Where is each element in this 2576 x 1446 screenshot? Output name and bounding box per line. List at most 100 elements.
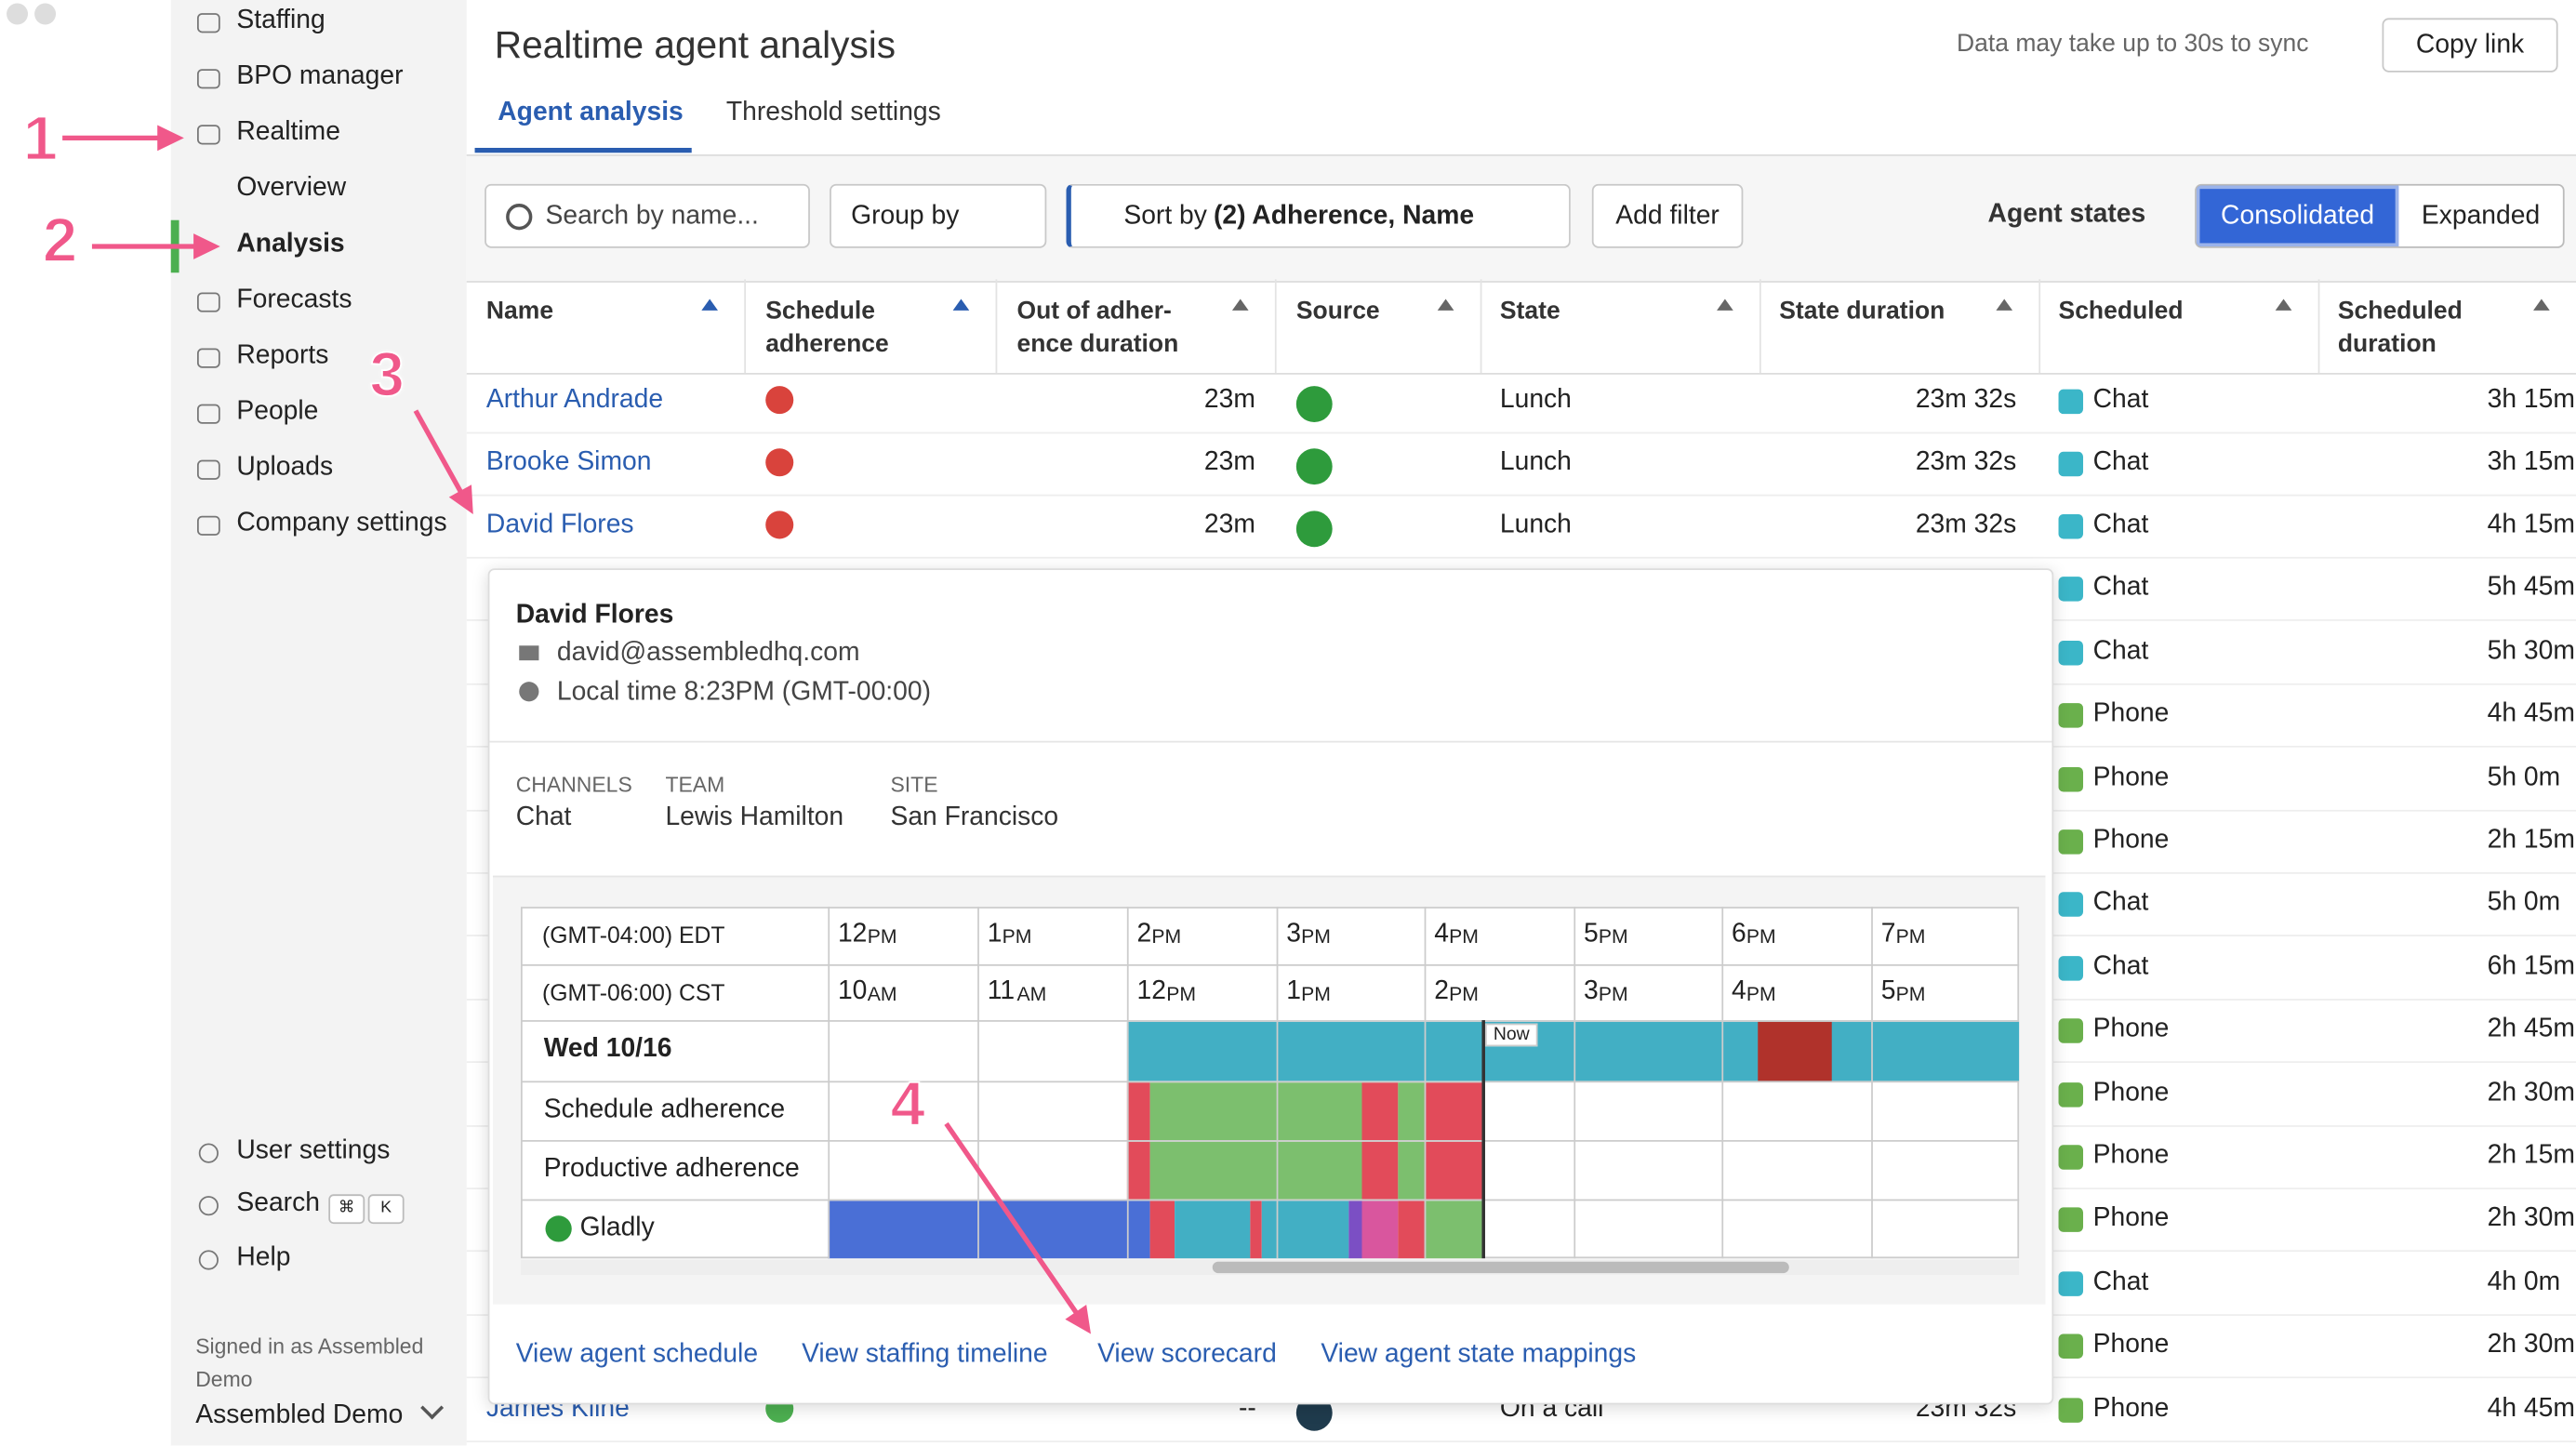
channel-swatch <box>2058 956 2084 981</box>
sort-arrows <box>2533 298 2550 311</box>
nav-item[interactable]: BPO manager <box>236 62 404 91</box>
column-divider <box>2317 279 2320 374</box>
nav-item[interactable]: User settings <box>236 1136 391 1165</box>
search-input[interactable]: Search by name... <box>485 183 810 248</box>
day-label: Wed 10/16 <box>543 1034 672 1063</box>
column-header[interactable]: Out of adher-ence duration <box>1016 297 1179 359</box>
divider <box>489 740 2052 743</box>
sort-value: (2) Adherence, Name <box>1213 201 1475 230</box>
field-label: CHANNELS <box>515 772 632 797</box>
scheduled-duration: 5h 30m <box>2487 637 2575 666</box>
hour-label: 5 <box>1880 977 1896 1006</box>
timeline-block <box>1758 1021 1832 1081</box>
tab[interactable]: Threshold settings <box>725 98 941 127</box>
tab[interactable]: Agent analysis <box>498 98 684 127</box>
sort-arrows <box>1437 298 1454 311</box>
agent-name[interactable]: David Flores <box>485 511 634 539</box>
nav-item[interactable]: Uploads <box>236 453 334 482</box>
field-label: TEAM <box>665 772 725 797</box>
popover-local-time: Local time 8:23PM (GMT-00:00) <box>556 678 932 707</box>
nav-item[interactable]: Company settings <box>236 509 447 537</box>
shortcut-key: K <box>367 1194 405 1225</box>
source-icon <box>545 1215 572 1242</box>
scheduled: Phone <box>2092 826 2170 855</box>
view-toggle: Consolidated Expanded <box>2195 183 2565 248</box>
sort-arrows <box>952 298 970 311</box>
nav-item[interactable]: Help <box>236 1243 291 1272</box>
nav-item[interactable]: People <box>236 397 319 426</box>
popover-link[interactable]: View scorecard <box>1097 1340 1277 1369</box>
help-icon <box>34 4 57 25</box>
hour-label: 7 <box>1880 920 1896 949</box>
popover-link[interactable]: View agent state mappings <box>1321 1340 1637 1369</box>
column-divider <box>744 279 747 374</box>
scheduled-duration: 3h 15m <box>2487 448 2575 477</box>
adherence-icon <box>765 448 794 477</box>
nav-item[interactable]: Forecasts <box>236 285 352 314</box>
column-header[interactable]: State duration <box>1779 297 1945 325</box>
hour-suffix: PM <box>1598 924 1628 949</box>
now-line <box>1481 1020 1485 1259</box>
nav-item[interactable]: Analysis <box>236 230 345 259</box>
timeline-block <box>828 1201 1150 1259</box>
agent-name[interactable]: Brooke Simon <box>485 448 652 477</box>
column-header[interactable]: State <box>1499 297 1560 325</box>
nav-item[interactable]: Reports <box>236 341 329 370</box>
column-header[interactable]: Scheduled duration <box>2337 297 2463 359</box>
timeline-block <box>1126 1082 1150 1141</box>
nav-icon <box>196 404 220 424</box>
sort-arrows <box>1231 298 1249 311</box>
nav-item[interactable]: Realtime <box>236 118 340 147</box>
channel-swatch <box>2058 829 2084 855</box>
scheduled: Chat <box>2092 888 2149 917</box>
popover-name: David Flores <box>515 601 674 630</box>
channel-swatch <box>2058 577 2084 602</box>
agent-name[interactable]: Arthur Andrade <box>485 386 664 415</box>
sort-by[interactable]: Sort by (2) Adherence, Name <box>1066 183 1571 248</box>
zone-label: (GMT-04:00) EDT <box>541 922 725 949</box>
hour-label: 1 <box>1286 977 1301 1006</box>
scheduled-duration: 2h 30m <box>2487 1330 2575 1359</box>
nav-item[interactable]: Search <box>236 1189 320 1218</box>
scheduled: Phone <box>2092 1330 2170 1359</box>
column-divider <box>1759 279 1761 374</box>
copy-link-label: Copy link <box>2415 30 2525 59</box>
account-switcher[interactable]: Assembled Demo <box>195 1400 404 1429</box>
sidebar <box>170 0 467 1446</box>
channel-swatch <box>2058 513 2084 539</box>
sort-arrows <box>701 298 718 311</box>
column-header[interactable]: Name <box>485 297 554 325</box>
hour-suffix: PM <box>1895 924 1926 949</box>
column-header[interactable]: Scheduled <box>2058 297 2184 325</box>
group-by[interactable]: Group by <box>830 183 1047 248</box>
row-divider <box>466 556 2576 559</box>
hour-label: 6 <box>1731 920 1746 949</box>
row-divider <box>466 494 2576 497</box>
annotation-number: 4 <box>890 1070 926 1141</box>
toggle-option[interactable]: Expanded <box>2421 201 2541 230</box>
scheduled: Chat <box>2092 386 2149 415</box>
column-header[interactable]: Source <box>1295 297 1380 325</box>
timeline-block <box>1424 1201 1482 1259</box>
copy-link-button[interactable]: Copy link <box>2382 18 2558 73</box>
row-label: Schedule adherence <box>543 1095 786 1124</box>
hour-label: 4 <box>1731 977 1746 1006</box>
channel-swatch <box>2058 640 2084 666</box>
timeline-block <box>1424 1082 1482 1141</box>
popover-link[interactable]: View staffing timeline <box>802 1340 1048 1369</box>
channel-swatch <box>2058 766 2084 792</box>
add-filter[interactable]: Add filter <box>1591 183 1744 248</box>
channel-swatch <box>2058 1398 2084 1423</box>
nav-icon <box>198 1250 219 1270</box>
scheduled-duration: 3h 15m <box>2487 386 2575 415</box>
adherence-icon <box>765 386 794 415</box>
popover-link[interactable]: View agent schedule <box>515 1340 759 1369</box>
channel-swatch <box>2058 1082 2084 1108</box>
column-header[interactable]: Schedule adherence <box>765 297 889 359</box>
toggle-option[interactable]: Consolidated <box>2196 185 2399 246</box>
nav-item[interactable]: Overview <box>236 174 347 203</box>
hour-suffix: PM <box>1449 982 1479 1006</box>
search-placeholder: Search by name... <box>545 201 759 230</box>
nav-item[interactable]: Staffing <box>236 7 325 35</box>
